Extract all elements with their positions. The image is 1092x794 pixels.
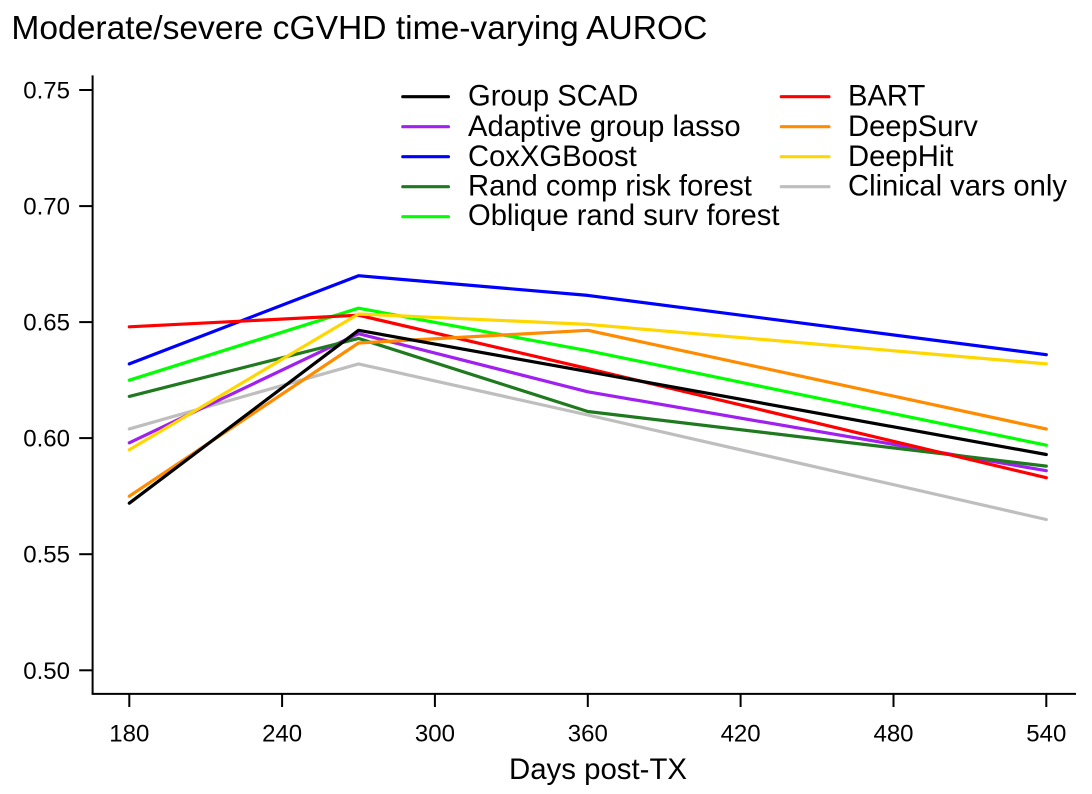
svg-text:DeepHit: DeepHit xyxy=(848,141,953,173)
svg-text:420: 420 xyxy=(721,720,761,747)
svg-text:CoxXGBoost: CoxXGBoost xyxy=(468,141,637,173)
svg-text:Oblique rand surv forest: Oblique rand surv forest xyxy=(468,200,780,232)
svg-text:Moderate/severe cGVHD time-var: Moderate/severe cGVHD time-varying AUROC xyxy=(11,10,707,47)
svg-text:0.65: 0.65 xyxy=(23,310,70,337)
svg-text:Clinical vars only: Clinical vars only xyxy=(848,170,1067,202)
svg-text:240: 240 xyxy=(262,720,302,747)
svg-text:DeepSurv: DeepSurv xyxy=(848,111,978,143)
svg-text:BART: BART xyxy=(848,81,925,113)
svg-text:Days post-TX: Days post-TX xyxy=(509,753,687,786)
svg-text:0.60: 0.60 xyxy=(23,426,70,453)
svg-text:0.75: 0.75 xyxy=(23,78,70,105)
svg-text:0.55: 0.55 xyxy=(23,542,70,569)
svg-text:Rand comp risk forest: Rand comp risk forest xyxy=(468,170,752,202)
svg-text:180: 180 xyxy=(109,720,149,747)
svg-text:0.70: 0.70 xyxy=(23,194,70,221)
svg-text:Group SCAD: Group SCAD xyxy=(468,81,638,113)
svg-text:540: 540 xyxy=(1026,720,1066,747)
svg-text:360: 360 xyxy=(568,720,608,747)
svg-text:300: 300 xyxy=(415,720,455,747)
svg-text:Adaptive group lasso: Adaptive group lasso xyxy=(468,111,741,143)
svg-text:0.50: 0.50 xyxy=(23,658,70,685)
svg-text:480: 480 xyxy=(873,720,913,747)
